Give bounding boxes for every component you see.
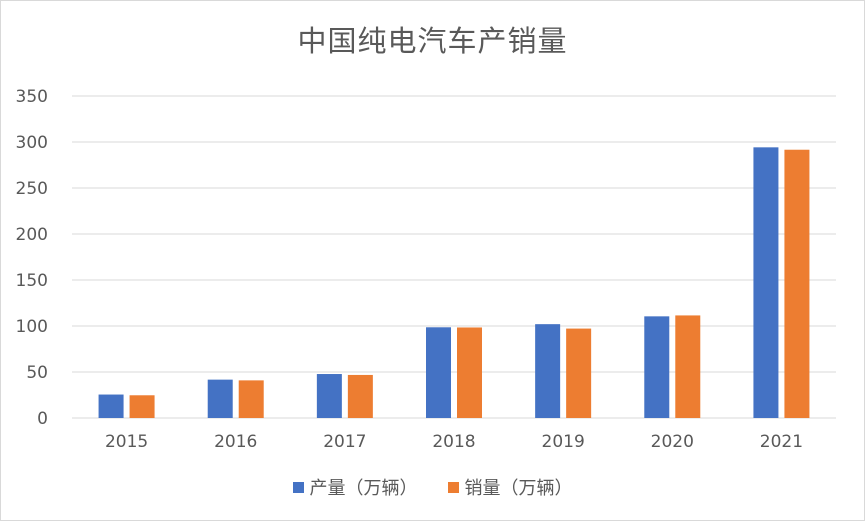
x-tick-label: 2016	[214, 432, 257, 452]
bar-sales-2016	[238, 380, 264, 418]
y-tick-label: 0	[37, 409, 48, 429]
bar-production-2019	[535, 324, 561, 418]
y-tick-label: 250	[16, 179, 48, 199]
y-tick-label: 200	[16, 225, 48, 245]
bar-production-2017	[316, 374, 342, 418]
x-tick-label: 2019	[542, 432, 585, 452]
bar-sales-2015	[129, 395, 155, 418]
legend-swatch-sales	[447, 481, 459, 493]
legend: 产量（万辆） 销量（万辆）	[0, 474, 865, 500]
y-tick-label: 50	[26, 363, 48, 383]
bar-production-2018	[426, 327, 451, 418]
bar-production-2021	[753, 147, 779, 418]
x-tick-label: 2018	[432, 432, 475, 452]
bar-sales-2021	[784, 149, 810, 418]
y-tick-label: 100	[16, 317, 48, 337]
gridlines	[72, 95, 836, 419]
legend-swatch-production	[292, 481, 304, 493]
x-tick-label: 2020	[651, 432, 694, 452]
y-tick-label: 150	[16, 271, 48, 291]
legend-label-sales: 销量（万辆）	[464, 478, 573, 499]
bar-production-2020	[644, 316, 670, 418]
bar-sales-2019	[566, 328, 592, 418]
legend-item-production: 产量（万辆）	[292, 474, 418, 500]
bar-sales-2020	[675, 315, 701, 418]
bars	[98, 147, 810, 418]
bar-sales-2017	[347, 374, 373, 418]
chart-title: 中国纯电汽车产销量	[297, 24, 568, 58]
x-tick-label: 2017	[323, 432, 366, 452]
bar-production-2016	[207, 379, 233, 418]
y-axis-ticks: 0 50 100 150 200 250 300 350	[16, 87, 48, 429]
y-tick-label: 300	[16, 133, 48, 153]
x-tick-label: 2015	[105, 432, 148, 452]
legend-label-production: 产量（万辆）	[309, 478, 418, 499]
bar-production-2015	[98, 394, 124, 418]
legend-item-sales: 销量（万辆）	[447, 474, 573, 500]
y-tick-label: 350	[16, 87, 48, 107]
x-axis-ticks: 2015 2016 2017 2018 2019 2020 2021	[105, 432, 803, 452]
bar-sales-2018	[457, 327, 482, 418]
x-tick-label: 2021	[760, 432, 803, 452]
